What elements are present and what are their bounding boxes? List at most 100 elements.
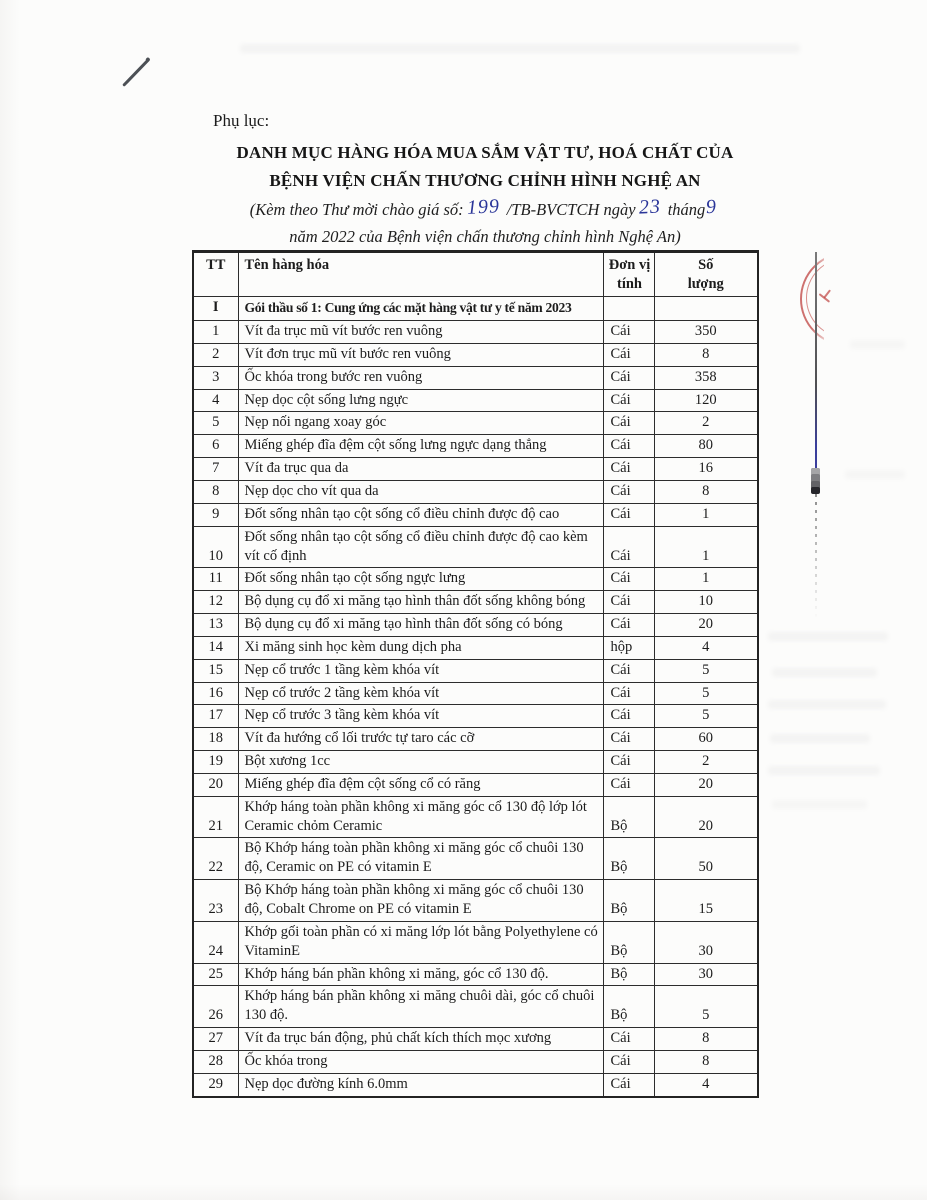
- bleed-through-smudge: [770, 734, 870, 743]
- item-tt: 18: [192, 727, 239, 752]
- column-header-tt: TT: [192, 251, 239, 297]
- table-row: 12 Bộ dụng cụ đổ xi măng tạo hình thân đố…: [192, 590, 759, 615]
- item-name: Nẹp dọc đường kính 6.0mm: [237, 1072, 604, 1098]
- item-qty: 5: [653, 658, 759, 683]
- item-unit: Cái: [602, 1049, 655, 1074]
- item-unit: Cái: [602, 388, 655, 413]
- item-unit: Bộ: [602, 837, 655, 881]
- item-unit: Cái: [602, 727, 655, 752]
- table-row: 2 Vít đơn trục mũ vít bước ren vuông Cái 8: [192, 342, 759, 367]
- item-tt: 8: [192, 479, 239, 504]
- item-qty: 120: [653, 388, 759, 413]
- item-tt: 28: [192, 1049, 239, 1074]
- item-tt: 3: [192, 365, 239, 390]
- item-unit: Cái: [602, 1072, 655, 1098]
- bleed-through-smudge: [845, 470, 905, 479]
- item-qty: 50: [653, 837, 759, 881]
- item-name: Bộ Khớp háng toàn phần không xi măng góc…: [237, 837, 604, 881]
- red-stamp-arc: [797, 250, 824, 346]
- item-name: Bột xương 1cc: [237, 750, 604, 774]
- item-name: Nẹp cổ trước 3 tầng kèm khóa vít: [237, 704, 604, 729]
- table-row: 6 Miếng ghép đĩa đệm cột sống lưng ngực d…: [192, 434, 759, 459]
- item-tt: 20: [192, 772, 239, 797]
- item-qty: 16: [653, 457, 759, 481]
- item-tt: 17: [192, 704, 239, 729]
- item-tt: 4: [192, 388, 239, 413]
- table-header-row: TT Tên hàng hóa Đơn vị tính Số lượng: [192, 251, 759, 297]
- column-header-qty: Số lượng: [653, 251, 759, 297]
- item-qty: 8: [653, 1049, 759, 1074]
- table-row: 18 Vít đa hướng cổ lối trước tự taro các …: [192, 727, 759, 752]
- item-unit: Cái: [602, 320, 655, 344]
- item-name: Vít đa hướng cổ lối trước tự taro các cỡ: [237, 727, 604, 752]
- item-unit: Cái: [602, 681, 655, 706]
- table-row: 20 Miếng ghép đĩa đệm cột sống cổ có răng…: [192, 772, 759, 797]
- item-name: Đốt sống nhân tạo cột sống cổ điều chỉnh…: [237, 525, 604, 569]
- subtitle-mid-text: /TB-BVCTCH ngày: [506, 200, 636, 219]
- item-qty: 358: [653, 365, 759, 390]
- table-row: 13 Bộ dụng cụ đổ xi măng tạo hình thân đố…: [192, 613, 759, 637]
- item-tt: 13: [192, 613, 239, 637]
- item-tt: 1: [192, 320, 239, 344]
- item-qty: 4: [653, 1072, 759, 1098]
- item-name: Khớp háng bán phần không xi măng, góc cổ…: [237, 962, 604, 987]
- item-tt: 5: [192, 411, 239, 436]
- item-tt: 11: [192, 567, 239, 592]
- item-unit: Bộ: [602, 962, 655, 987]
- item-name: Nẹp dọc cho vít qua da: [237, 479, 604, 504]
- handwritten-month: 9: [705, 195, 718, 219]
- item-name: Vít đa trục bán động, phủ chất kích thíc…: [237, 1027, 604, 1051]
- column-header-name: Tên hàng hóa: [237, 251, 604, 297]
- scan-scratch-line: [815, 252, 817, 442]
- scan-scratch-line-blue: [814, 442, 817, 468]
- item-qty: 8: [653, 342, 759, 367]
- subtitle-line-2: năm 2022 của Bệnh viện chấn thương chỉnh…: [289, 227, 681, 246]
- item-unit: Cái: [602, 479, 655, 504]
- stamp-mark: [823, 289, 831, 299]
- item-qty: 1: [653, 525, 759, 569]
- item-qty: 2: [653, 411, 759, 436]
- item-qty: 1: [653, 502, 759, 527]
- item-qty: 20: [653, 613, 759, 637]
- subtitle-thang-text: tháng: [667, 200, 706, 219]
- item-name: Miếng ghép đĩa đệm cột sống lưng ngực dạ…: [237, 434, 604, 459]
- item-unit: Cái: [602, 434, 655, 459]
- item-tt: 10: [192, 525, 239, 569]
- item-qty: 30: [653, 962, 759, 987]
- item-tt: 16: [192, 681, 239, 706]
- section-unit-empty: [602, 295, 655, 322]
- item-tt: 27: [192, 1027, 239, 1051]
- scan-scratch-blob: [811, 468, 820, 494]
- item-name: Ốc khóa trong bước ren vuông: [237, 365, 604, 390]
- table-row: 29 Nẹp dọc đường kính 6.0mm Cái 4: [192, 1072, 759, 1098]
- item-name: Ốc khóa trong: [237, 1049, 604, 1074]
- item-tt: 7: [192, 457, 239, 481]
- section-row: I Gói thầu số 1: Cung ứng các mặt hàng vậ…: [192, 295, 759, 322]
- item-tt: 25: [192, 962, 239, 987]
- bleed-through-smudge: [772, 668, 877, 677]
- bleed-through-smudge: [240, 44, 800, 53]
- item-name: Vít đa trục mũ vít bước ren vuông: [237, 320, 604, 344]
- item-qty: 4: [653, 635, 759, 660]
- item-name: Khớp háng toàn phần không xi măng góc cổ…: [237, 795, 604, 839]
- item-qty: 1: [653, 567, 759, 592]
- item-name: Đốt sống nhân tạo cột sống cổ điều chỉnh…: [237, 502, 604, 527]
- pen-mark: [122, 58, 150, 87]
- table-body: I Gói thầu số 1: Cung ứng các mặt hàng vậ…: [192, 295, 759, 1098]
- item-name: Bộ Khớp háng toàn phần không xi măng góc…: [237, 879, 604, 922]
- item-tt: 22: [192, 837, 239, 881]
- column-header-qty-text: Số lượng: [687, 257, 724, 292]
- item-qty: 8: [653, 1027, 759, 1051]
- title-line-2: BỆNH VIỆN CHẤN THƯƠNG CHỈNH HÌNH NGHỆ AN: [269, 171, 701, 190]
- item-tt: 23: [192, 879, 239, 922]
- item-tt: 21: [192, 795, 239, 839]
- table-row: 24 Khớp gối toàn phần có xi măng lớp lót …: [192, 920, 759, 964]
- item-tt: 9: [192, 502, 239, 527]
- bleed-through-smudge: [772, 800, 867, 809]
- subtitle-pre-text: (Kèm theo Thư mời chào giá số:: [249, 200, 464, 219]
- item-qty: 60: [653, 727, 759, 752]
- item-unit: Cái: [602, 613, 655, 637]
- item-tt: 12: [192, 590, 239, 615]
- item-unit: Cái: [602, 567, 655, 592]
